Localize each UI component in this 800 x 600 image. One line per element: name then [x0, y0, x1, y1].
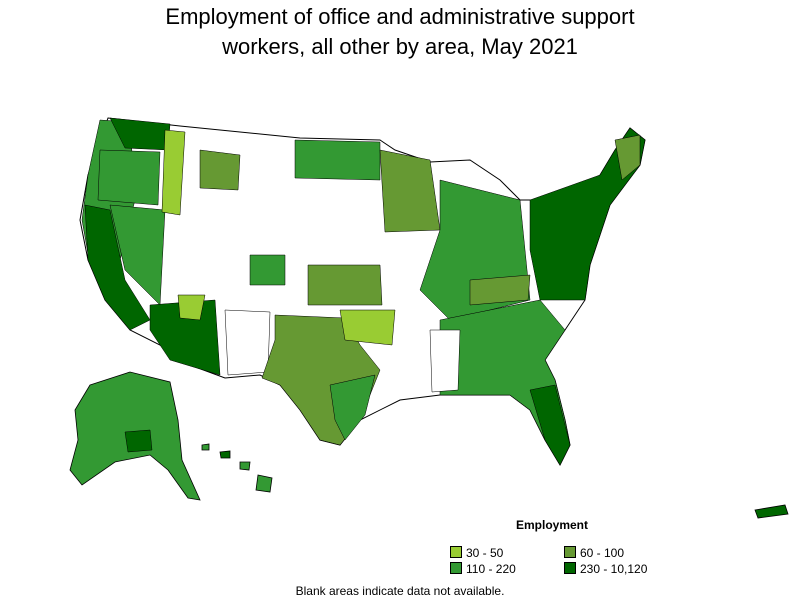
puerto-rico-shape	[754, 504, 789, 519]
region-texas-gulf	[329, 374, 376, 441]
region-oklahoma	[339, 309, 396, 346]
legend-label: 60 - 100	[580, 546, 625, 560]
region-montana-patch	[199, 149, 241, 191]
map-title: Employment of office and administrative …	[0, 2, 800, 62]
legend-item-110-220: 110 - 220	[450, 562, 516, 576]
region-florida	[529, 384, 571, 466]
legend-label: 30 - 50	[466, 546, 504, 560]
legend-label: 110 - 220	[466, 562, 516, 576]
region-california-coast	[84, 204, 151, 331]
title-line-2: workers, all other by area, May 2021	[222, 34, 578, 59]
region-maine	[614, 134, 641, 181]
region-idaho	[161, 129, 186, 216]
legend-item-30-50: 30 - 50	[450, 546, 503, 560]
legend-swatch	[564, 562, 576, 574]
alaska-anchorage	[124, 429, 153, 453]
region-mississippi-blank	[429, 329, 461, 393]
hawaii-kauai	[201, 443, 210, 451]
legend-title: Employment	[516, 518, 589, 532]
region-arizona	[149, 299, 221, 376]
title-line-1: Employment of office and administrative …	[165, 4, 635, 29]
legend-swatch	[450, 562, 462, 574]
region-north-dakota	[294, 139, 381, 181]
hawaii-maui	[239, 461, 251, 471]
region-kansas	[307, 264, 383, 306]
map-svg	[69, 117, 789, 519]
hawaii-big-island	[255, 474, 273, 493]
legend-swatch	[564, 546, 576, 558]
legend-swatch	[450, 546, 462, 558]
region-new-mexico	[224, 309, 271, 376]
region-kentucky	[469, 274, 531, 306]
legend-label: 230 - 10,120	[580, 562, 648, 576]
hawaii-oahu	[219, 450, 231, 459]
region-oregon	[97, 149, 161, 206]
us-map	[0, 100, 800, 520]
legend-item-230-10120: 230 - 10,120	[564, 562, 647, 576]
footnote: Blank areas indicate data not available.	[295, 584, 505, 598]
legend: Employment 30 - 50 60 - 100 110 - 220 23…	[450, 518, 710, 580]
region-utah-south	[177, 294, 206, 321]
region-colorado-patch	[249, 254, 286, 286]
legend-item-60-100: 60 - 100	[564, 546, 624, 560]
